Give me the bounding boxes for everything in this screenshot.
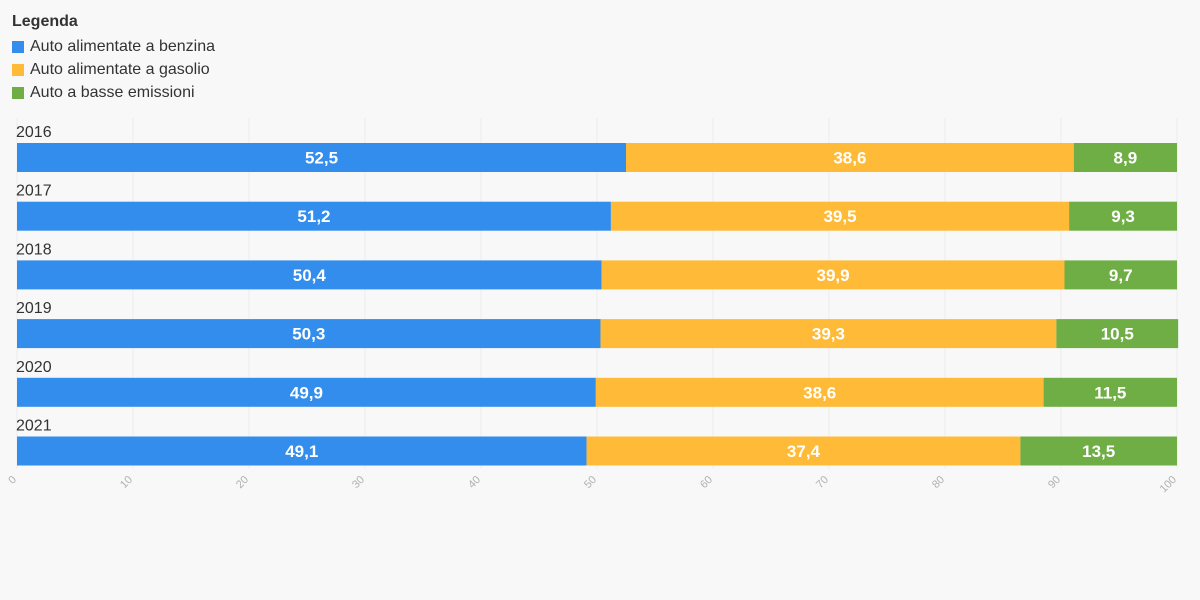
year-label: 2021	[16, 418, 52, 435]
x-tick-label: 70	[814, 474, 831, 491]
bar-value-label: 49,9	[290, 383, 323, 402]
bar-segment	[586, 436, 1021, 466]
bar-value-label: 50,3	[292, 325, 325, 344]
bar-value-label: 50,4	[293, 266, 327, 285]
legend-label-benzina: Auto alimentate a benzina	[30, 37, 216, 55]
x-tick-label: 30	[350, 474, 367, 491]
year-label: 2020	[16, 359, 52, 376]
x-tick-label: 40	[466, 474, 483, 491]
legend-label-gasolio: Auto alimentate a gasolio	[30, 60, 210, 78]
bar-segment	[600, 319, 1057, 349]
x-tick-label: 60	[698, 474, 715, 491]
x-tick-label: 0	[6, 474, 19, 487]
year-label: 2019	[16, 300, 52, 317]
bar-segment	[17, 319, 601, 349]
bar-value-label: 8,9	[1114, 149, 1138, 168]
bar-segment	[1020, 436, 1177, 466]
bar-value-label: 10,5	[1101, 325, 1134, 344]
legend-item-gasolio: Auto alimentate a gasolio	[12, 58, 215, 81]
legend: Legenda Auto alimentate a benzina Auto a…	[12, 12, 215, 104]
bar-segment	[1056, 319, 1179, 349]
legend-label-basse-emissioni: Auto a basse emissioni	[30, 83, 195, 101]
x-tick-label: 90	[1046, 474, 1063, 491]
bar-value-label: 51,2	[297, 207, 330, 226]
bar-segment	[610, 201, 1070, 231]
bar-value-label: 13,5	[1082, 442, 1115, 461]
x-tick-label: 100	[1158, 474, 1179, 495]
bar-value-label: 39,5	[823, 207, 856, 226]
year-label: 2016	[16, 124, 52, 141]
bar-value-label: 39,3	[812, 325, 845, 344]
bar-value-label: 38,6	[833, 149, 866, 168]
bar-segment	[17, 377, 596, 407]
bar-value-label: 38,6	[803, 383, 836, 402]
bar-segment	[1069, 201, 1177, 231]
year-label: 2018	[16, 241, 52, 258]
bar-value-label: 52,5	[305, 149, 338, 168]
legend-swatch-basse-emissioni	[12, 86, 24, 99]
legend-item-basse-emissioni: Auto a basse emissioni	[12, 81, 215, 104]
x-tick-label: 10	[118, 474, 135, 491]
bar-value-label: 11,5	[1094, 383, 1126, 402]
bar-segment	[17, 260, 602, 290]
bar-value-label: 37,4	[787, 442, 821, 461]
bar-segment	[601, 260, 1065, 290]
legend-swatch-benzina	[12, 40, 24, 53]
legend-swatch-gasolio	[12, 63, 24, 76]
bar-value-label: 9,3	[1111, 207, 1135, 226]
legend-title: Legenda	[12, 13, 78, 30]
bar-segment	[17, 436, 587, 466]
x-tick-label: 80	[930, 474, 947, 491]
bar-value-label: 9,7	[1109, 266, 1133, 285]
legend-item-benzina: Auto alimentate a benzina	[12, 35, 215, 58]
bar-segment	[1073, 143, 1177, 172]
bar-segment	[626, 143, 1074, 172]
bar-segment	[595, 377, 1044, 407]
x-tick-label: 20	[234, 474, 251, 491]
bar-segment	[1043, 377, 1177, 407]
x-tick-label: 50	[582, 474, 599, 491]
bar-segment	[17, 201, 611, 231]
bar-segment	[1064, 260, 1177, 290]
bar-value-label: 49,1	[285, 442, 318, 461]
bar-segment	[17, 143, 626, 172]
year-label: 2017	[16, 183, 52, 200]
bar-value-label: 39,9	[817, 266, 850, 285]
